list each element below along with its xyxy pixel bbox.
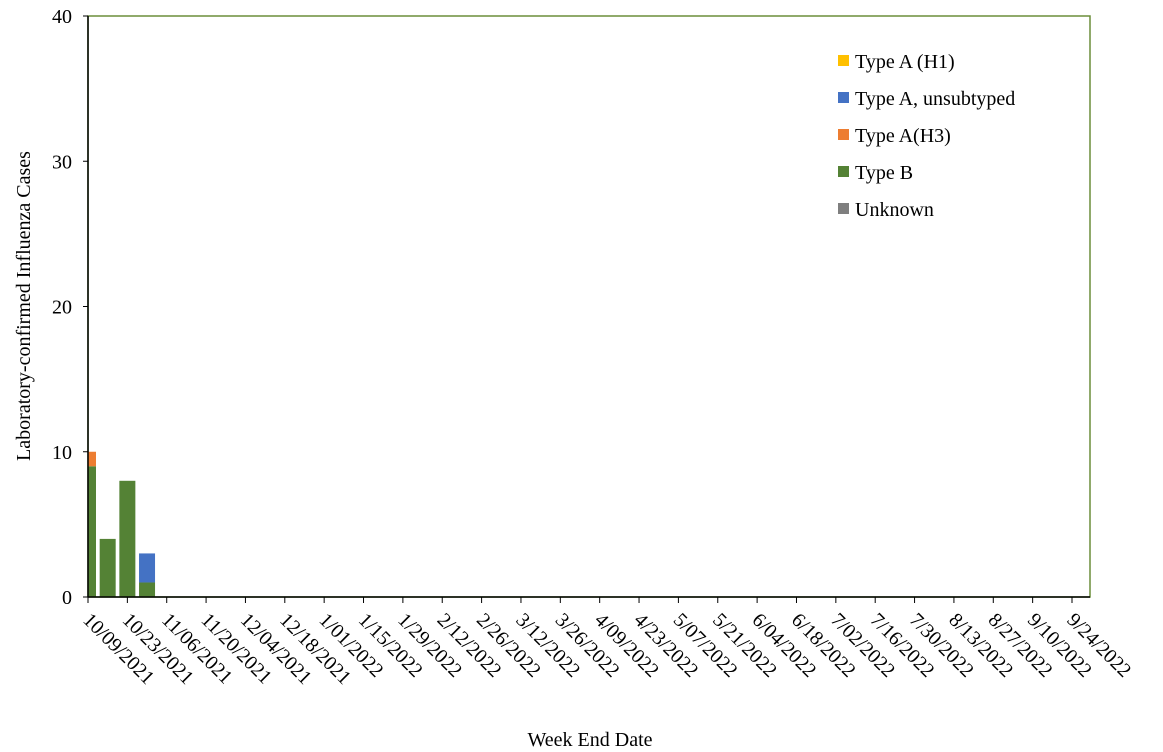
legend-swatch [838,166,849,177]
legend-label: Type A (H1) [855,51,955,73]
legend-label: Type A, unsubtyped [855,88,1015,110]
y-tick-label: 0 [62,587,72,609]
legend-label: Type B [855,162,913,184]
bar-segment [88,451,96,467]
y-tick-label: 40 [52,6,72,28]
legend-swatch [838,92,849,103]
bar-segment [119,480,136,597]
y-tick-label: 30 [52,151,72,173]
legend-swatch [838,203,849,214]
bar-segment [88,466,96,597]
y-tick-label: 10 [52,442,72,464]
bar-segment [99,538,116,597]
legend-label: Unknown [855,199,934,221]
bars [88,451,156,597]
bar-segment [139,553,156,583]
legend-swatch [838,55,849,66]
legend-label: Type A(H3) [855,125,951,147]
x-axis-title: Week End Date [528,729,653,751]
y-axis-title: Laboratory-confirmed Influenza Cases [13,151,35,461]
legend-swatch [838,129,849,140]
bar-segment [139,582,156,597]
y-tick-label: 20 [52,297,72,319]
